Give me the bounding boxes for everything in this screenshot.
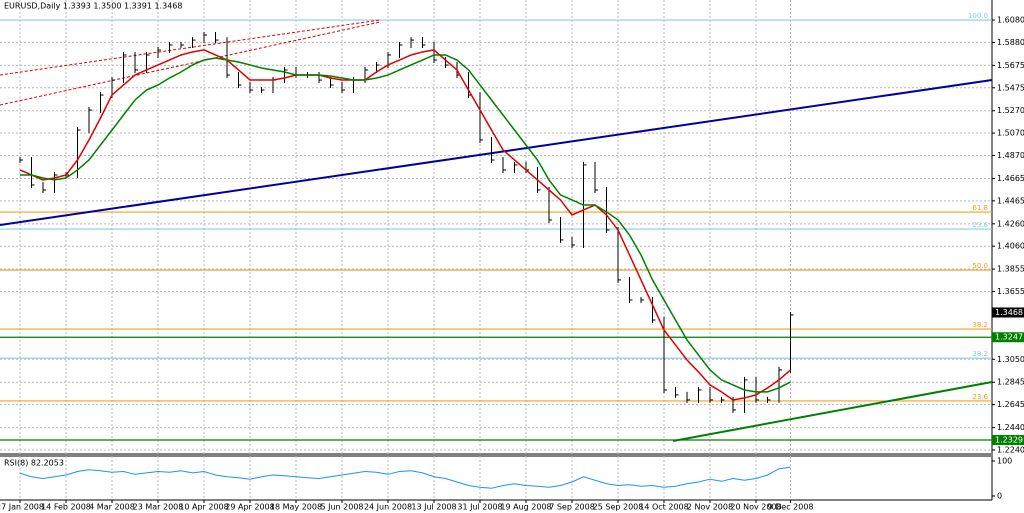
price-label-box (992, 435, 1024, 446)
x-tick-label: 7 Sep 2008 (549, 503, 595, 512)
rsi-line (19, 466, 791, 489)
trend-line (0, 19, 381, 76)
level-label: 50.0 (972, 262, 988, 270)
x-tick-label: 13 Jul 2008 (411, 503, 456, 512)
level-label: 100.0 (968, 12, 988, 20)
x-tick-label: 18 May 2008 (270, 503, 322, 512)
y-tick-label: 1.4665 (997, 174, 1024, 183)
price-label-box (992, 307, 1024, 318)
level-label: 23.6 (972, 393, 988, 401)
y-tick-label: 1.4465 (997, 196, 1024, 205)
y-tick-label: 1.5880 (997, 38, 1024, 47)
y-tick-label: 1.5070 (997, 129, 1024, 138)
level-label: 38.2 (972, 350, 988, 358)
level-label: 38.2 (972, 321, 988, 329)
chart-title: EURUSD,Daily 1.3393 1.3500 1.3391 1.3468 (4, 2, 183, 11)
marks (19, 32, 794, 489)
x-tick-label: 2 Nov 2008 (687, 503, 733, 512)
y-tick-label: 1.2440 (997, 423, 1024, 432)
x-tick-label: 19 Aug 2008 (500, 503, 551, 512)
x-tick-label: 4 Mar 2008 (89, 503, 135, 512)
y-tick-label: 1.3050 (997, 355, 1024, 364)
y-tick-label: 1.2645 (997, 400, 1024, 409)
y-tick-label: 1.5675 (997, 61, 1024, 70)
pane-separator (0, 453, 992, 457)
y-tick-label: 1.5270 (997, 106, 1024, 115)
levels: 100.0 61.8 23.6 50.0 38.2 38.2 23.6 (0, 12, 992, 441)
x-tick-label: 31 Jul 2008 (457, 503, 502, 512)
x-tick-label: 14 Feb 2008 (41, 503, 91, 512)
x-tick-label: 10 Apr 2008 (179, 503, 228, 512)
price-label: 1.3247 (995, 333, 1023, 342)
level-label: 23.6 (972, 221, 988, 229)
trend-line (672, 381, 993, 442)
price-label-box (992, 332, 1024, 343)
rsi-tick-label: 100 (997, 457, 1012, 466)
moving-average (19, 49, 791, 401)
y-tick-label: 1.4870 (997, 151, 1024, 160)
x-tick-label: 24 Jun 2008 (364, 503, 412, 512)
x-tick-label: 27 Jan 2008 (0, 503, 44, 512)
y-tick-label: 1.3655 (997, 287, 1024, 296)
x-tick-label: 25 Sep 2008 (593, 503, 644, 512)
moving-average (20, 54, 791, 393)
y-tick-label: 1.3855 (997, 265, 1024, 274)
x-tick-label: 5 Jun 2008 (320, 503, 363, 512)
x-tick-label: 29 Apr 2008 (225, 503, 274, 512)
x-tick-label: 9 Dec 2008 (767, 503, 813, 512)
x-tick-label: 14 Oct 2008 (639, 503, 688, 512)
y-tick-label: 1.6080 (997, 16, 1024, 25)
level-label: 61.8 (972, 204, 988, 212)
y-tick-label: 1.4060 (997, 242, 1024, 251)
rsi-tick-label: 0 (997, 492, 1002, 501)
y-tick-label: 1.4260 (997, 219, 1024, 228)
y-tick-label: 1.5475 (997, 83, 1024, 92)
trend-line (0, 79, 993, 226)
price-label: 1.3468 (995, 308, 1023, 317)
x-tick-label: 23 Mar 2008 (133, 503, 184, 512)
y-tick-label: 1.2240 (997, 445, 1024, 454)
rsi-title: RSI(8) 82.2053 (4, 459, 64, 468)
y-tick-label: 1.2845 (997, 378, 1024, 387)
price-label: 1.2329 (995, 436, 1023, 445)
x-tick-label: 20 Nov 2008 (730, 503, 781, 512)
